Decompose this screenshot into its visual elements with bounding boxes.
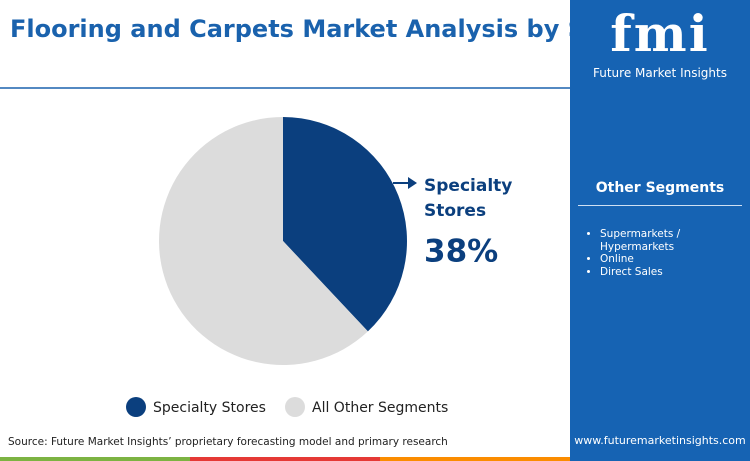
strip bbox=[190, 457, 380, 461]
segments-heading: Other Segments bbox=[578, 180, 742, 206]
legend-label: All Other Segments bbox=[312, 400, 448, 416]
website: www.futuremarketinsights.com bbox=[574, 434, 746, 447]
chart-title: Flooring and Carpets Market Analysis by … bbox=[10, 15, 570, 43]
legend-label: Specialty Stores bbox=[153, 400, 266, 416]
callout-label: Specialty Stores bbox=[424, 176, 512, 221]
pie-slice bbox=[159, 117, 368, 366]
chart: Flooring and Carpets Market Analysis by … bbox=[0, 15, 570, 461]
pie-slice bbox=[283, 117, 407, 332]
sidebar: fmi Future Market Insights Other Segment… bbox=[570, 0, 750, 461]
brand: Future Market Insights bbox=[592, 66, 727, 80]
segment-item: Online bbox=[600, 253, 730, 266]
segments-list: Supermarkets / HypermarketsOnlineDirect … bbox=[584, 228, 730, 278]
strip bbox=[0, 457, 190, 461]
logo: fmi bbox=[610, 4, 710, 63]
legend-swatch bbox=[285, 397, 305, 417]
callout-arrowhead bbox=[408, 177, 417, 189]
segment-item: Direct Sales bbox=[600, 266, 730, 279]
segment-item: Supermarkets / Hypermarkets bbox=[600, 228, 730, 253]
strip bbox=[380, 457, 570, 461]
value-label: 38% bbox=[424, 234, 498, 270]
source: Source: Future Market Insights’ propriet… bbox=[8, 436, 448, 448]
legend-swatch bbox=[126, 397, 146, 417]
